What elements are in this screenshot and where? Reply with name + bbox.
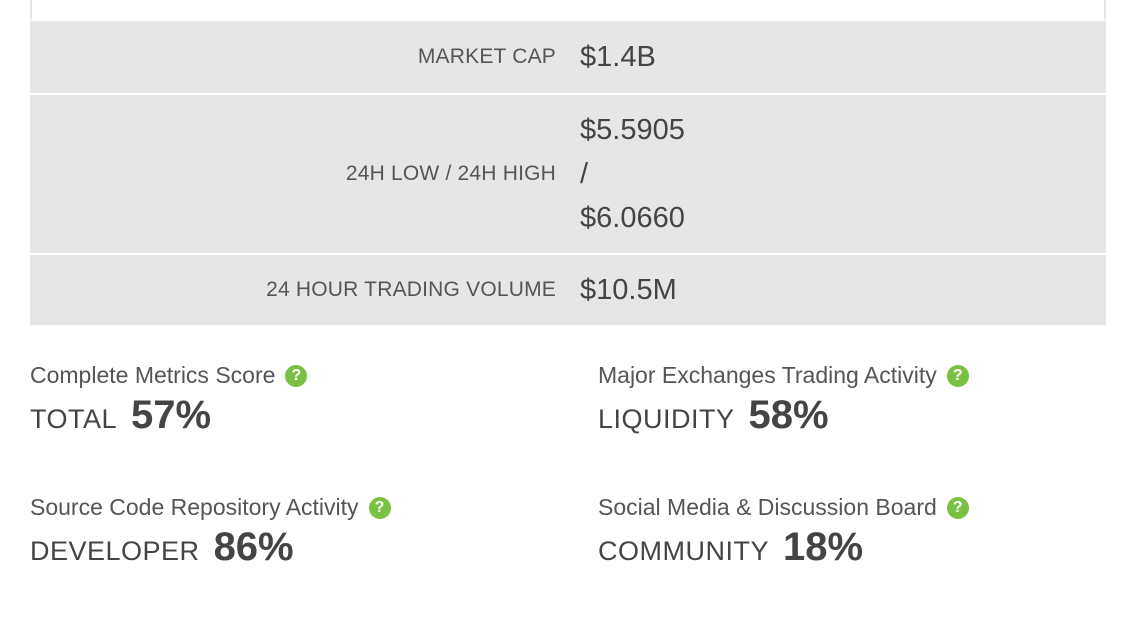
market-cap-label: MARKET CAP bbox=[417, 45, 556, 68]
price-range-values: $5.5905 / $6.0660 bbox=[580, 108, 685, 240]
help-icon[interactable]: ? bbox=[285, 364, 308, 387]
market-cap-value: $1.4B bbox=[580, 40, 656, 73]
trading-volume-row: 24 HOUR TRADING VOLUME $10.5M bbox=[30, 255, 1106, 325]
range-separator: / bbox=[580, 158, 589, 190]
liquidity-score: Major Exchanges Trading Activity ? LIQUI… bbox=[598, 362, 969, 438]
developer-score-value: 86% bbox=[213, 525, 294, 569]
developer-score-label: DEVELOPER bbox=[30, 536, 200, 566]
liquidity-score-label: LIQUIDITY bbox=[598, 404, 735, 434]
community-score-title: Social Media & Discussion Board bbox=[598, 494, 937, 520]
low-price-value: $5.5905 bbox=[580, 114, 685, 146]
developer-score-title: Source Code Repository Activity bbox=[30, 494, 359, 520]
total-score-label: TOTAL bbox=[30, 404, 118, 434]
help-icon[interactable]: ? bbox=[946, 364, 969, 387]
stats-table: MARKET CAP $1.4B 24H LOW / 24H HIGH $5.5… bbox=[30, 21, 1106, 325]
total-score-value: 57% bbox=[131, 393, 212, 437]
help-icon[interactable]: ? bbox=[946, 496, 969, 519]
developer-score: Source Code Repository Activity ? DEVELO… bbox=[30, 494, 391, 570]
top-card-edge bbox=[30, 0, 1106, 20]
total-score-title: Complete Metrics Score bbox=[30, 362, 276, 388]
help-icon[interactable]: ? bbox=[368, 496, 391, 519]
price-range-label: 24H LOW / 24H HIGH bbox=[345, 162, 556, 185]
community-score-value: 18% bbox=[782, 525, 864, 569]
trading-volume-label: 24 HOUR TRADING VOLUME bbox=[266, 278, 556, 301]
liquidity-score-title: Major Exchanges Trading Activity bbox=[598, 362, 937, 388]
liquidity-score-value: 58% bbox=[748, 393, 829, 437]
community-score-label: COMMUNITY bbox=[598, 536, 769, 566]
trading-volume-value: $10.5M bbox=[580, 273, 677, 306]
high-price-value: $6.0660 bbox=[580, 202, 685, 234]
community-score: Social Media & Discussion Board ? COMMUN… bbox=[598, 494, 969, 570]
total-score: Complete Metrics Score ? TOTAL 57% bbox=[30, 362, 308, 438]
market-cap-row: MARKET CAP $1.4B bbox=[30, 21, 1106, 95]
price-range-row: 24H LOW / 24H HIGH $5.5905 / $6.0660 bbox=[30, 95, 1106, 255]
